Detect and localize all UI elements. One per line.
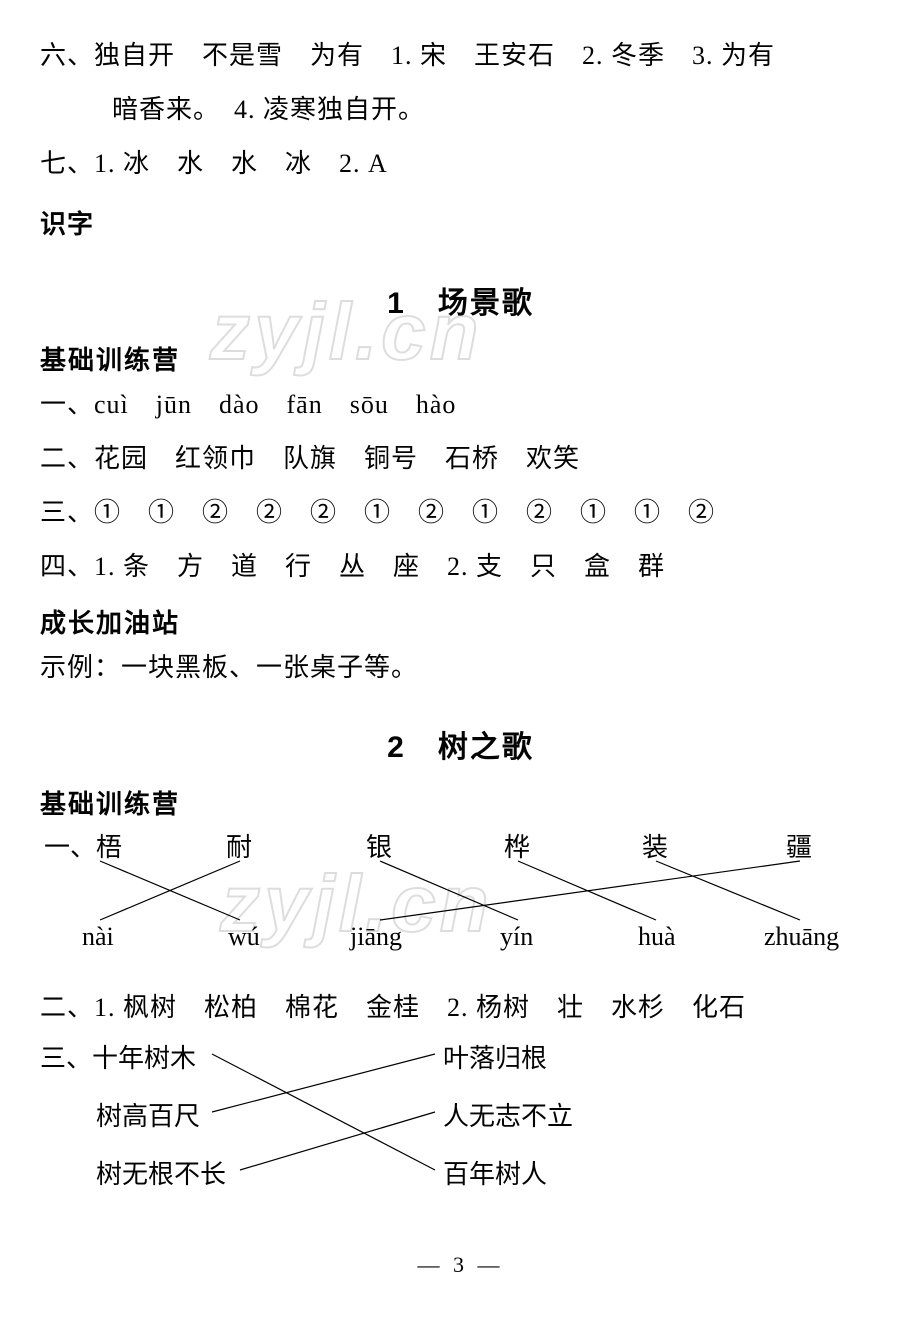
page-number: — 3 — [40, 1252, 881, 1278]
diagram1-bottom-node: wú [228, 922, 260, 952]
s1-line-2: 二、花园 红领巾 队旗 铜号 石桥 欢笑 [40, 433, 881, 485]
section-1-title: 1 场景歌 [40, 278, 881, 322]
page: zyjl.cn zyjl.cn 六、独自开 不是雪 为有 1. 宋 王安石 2.… [0, 0, 921, 1298]
section-2-subheading-1: 基础训练营 [40, 784, 881, 821]
diagram1-bottom-node: jiāng [350, 922, 402, 952]
answer-line-6b: 暗香来。 4. 凌寒独自开。 [40, 84, 881, 136]
section-1-subheading-2: 成长加油站 [40, 603, 881, 640]
diagram1-bottom-node: huà [638, 922, 676, 952]
section-2-title: 2 树之歌 [40, 722, 881, 766]
answer-line-6a: 六、独自开 不是雪 为有 1. 宋 王安石 2. 冬季 3. 为有 [40, 30, 881, 82]
diagram1-top-node: 装 [642, 827, 668, 864]
s1-line-1: 一、cuì jūn dào fān sōu hào [40, 379, 881, 431]
matching-diagram-2: 三、十年树木树高百尺树无根不长叶落归根人无志不立百年树人 [40, 1038, 840, 1222]
diagram1-top-node: 银 [366, 827, 392, 864]
s1-line-5: 示例：一块黑板、一张桌子等。 [40, 642, 881, 694]
diagram1-top-node: 疆 [786, 827, 812, 864]
diagram1-bottom-node: nài [82, 922, 114, 952]
diagram1-top-node: 耐 [226, 827, 252, 864]
s2-line-2: 二、1. 枫树 松柏 棉花 金桂 2. 杨树 壮 水杉 化石 [40, 982, 881, 1034]
answer-line-7: 七、1. 冰 水 水 冰 2. A [40, 138, 881, 190]
heading-shizi: 识字 [40, 198, 881, 250]
s1-line-4: 四、1. 条 方 道 行 丛 座 2. 支 只 盒 群 [40, 541, 881, 593]
matching-diagram-1: 一、梧 耐 银 桦 装 疆 nài wú jiāng yín huà zhuāng [40, 827, 840, 972]
diagram1-top-node: 一、梧 [44, 827, 122, 864]
section-1-subheading-1: 基础训练营 [40, 340, 881, 377]
diagram1-bottom-node: zhuāng [764, 922, 839, 952]
diagram1-top-node: 桦 [504, 827, 530, 864]
s1-line-3: 三、① ① ② ② ② ① ② ① ② ① ① ② [40, 487, 881, 539]
diagram1-bottom-node: yín [500, 922, 533, 952]
